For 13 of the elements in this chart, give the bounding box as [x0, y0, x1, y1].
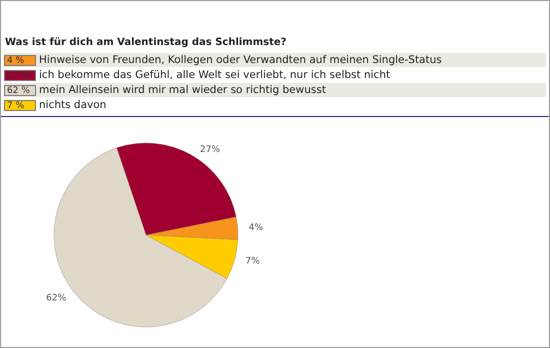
legend-label: mein Alleinsein wird mir mal wieder so richtig bewusst: [39, 84, 326, 96]
text: 4 %: [4, 54, 36, 66]
legend-label: Hinweise von Freunden, Kollegen oder Verwandten auf meinen Single-Status: [39, 54, 442, 66]
legend-label: nichts davon: [39, 99, 106, 111]
text: 27 %: [4, 70, 36, 80]
chart-title: Was ist für dich am Valentinstag das Schlimmste?: [4, 36, 288, 50]
data-label: 27%: [200, 145, 220, 156]
data-label: 7%: [245, 256, 260, 266]
text: 7 %: [4, 100, 36, 110]
legend-label: ich bekomme das Gefühl, alle Welt sei verliebt, nur ich selbst nicht: [39, 69, 390, 81]
text: 62 %: [4, 84, 36, 96]
data-label: 4%: [248, 222, 264, 233]
data-label: 62%: [46, 293, 67, 304]
